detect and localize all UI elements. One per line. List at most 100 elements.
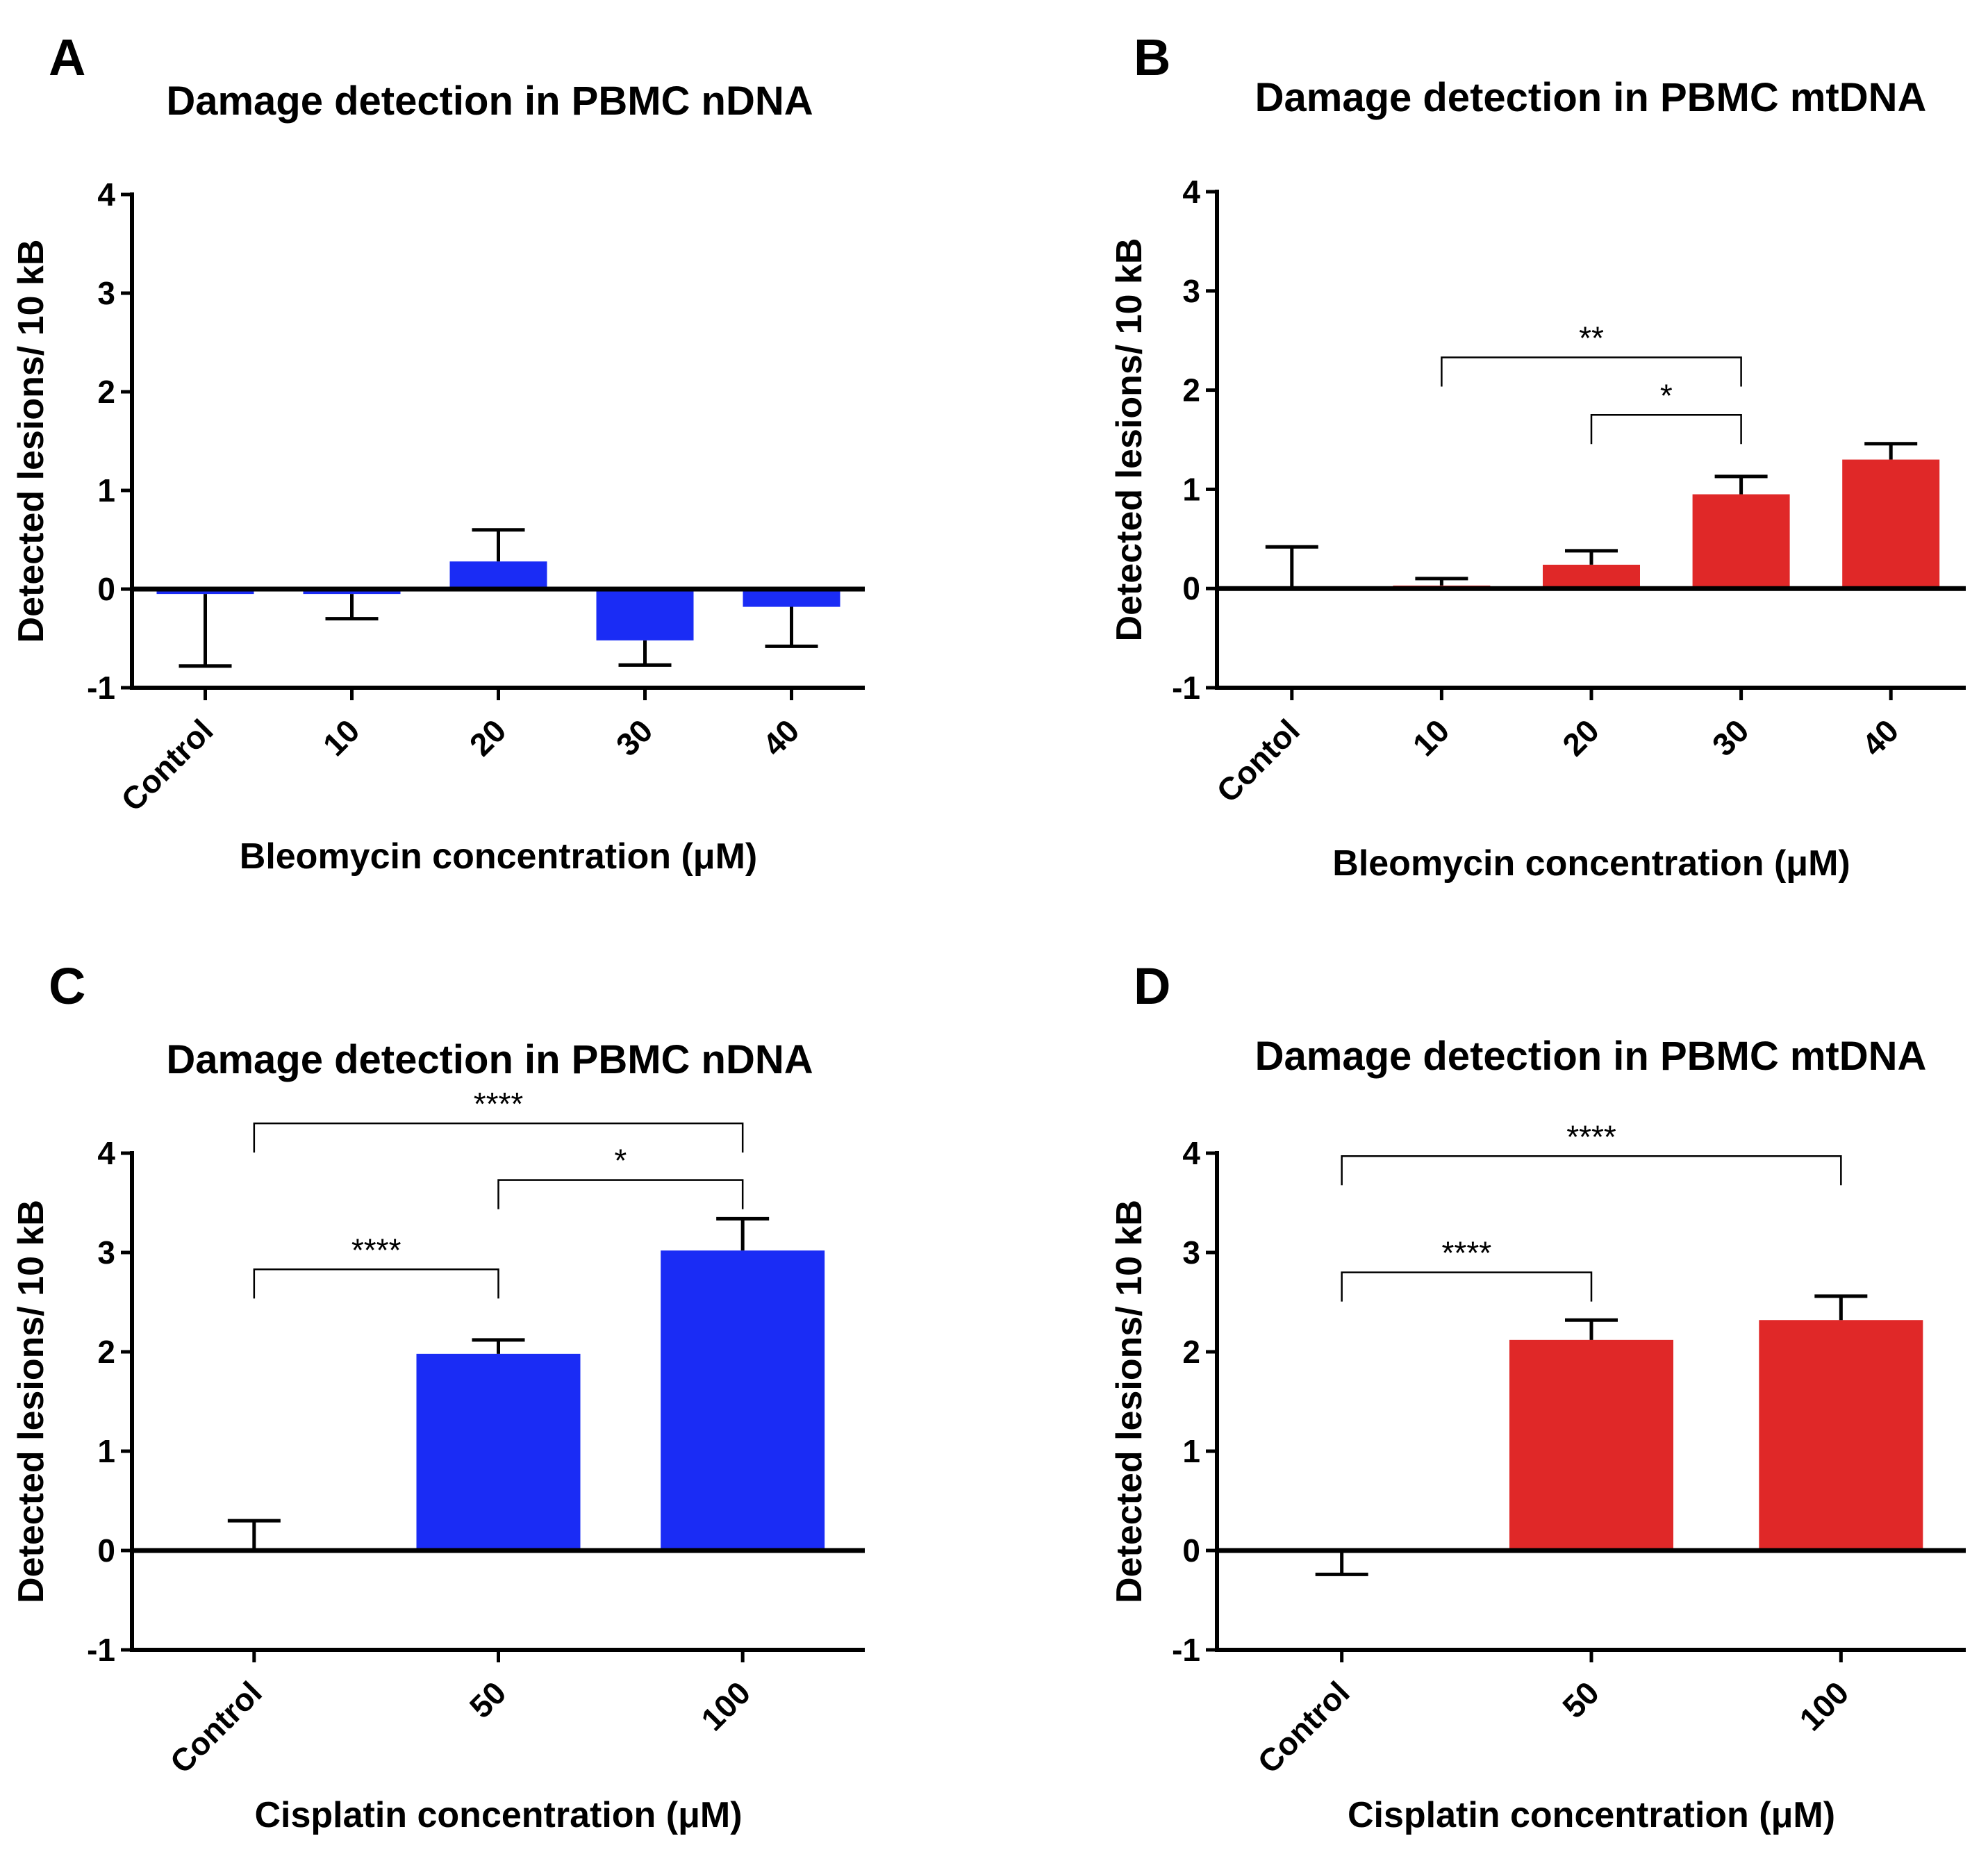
y-tick-label: 1	[97, 1433, 115, 1469]
category-label: 30	[1705, 712, 1756, 763]
y-tick-label: 1	[97, 472, 115, 509]
significance-label: ****	[474, 1086, 524, 1122]
y-tick-label: 2	[97, 1334, 115, 1370]
x-axis-label: Bleomycin concentration (μM)	[240, 836, 757, 877]
bar-100	[1759, 1320, 1923, 1551]
panel-letter: B	[1134, 28, 1170, 86]
category-label: 10	[1406, 712, 1457, 763]
significance-label: ****	[351, 1232, 401, 1268]
category-label: Control	[1250, 1674, 1356, 1780]
bar-50	[1509, 1339, 1673, 1551]
category-label: 40	[756, 712, 806, 763]
chart-title: Damage detection in PBMC mtDNA	[1255, 1034, 1927, 1079]
bar-30	[1692, 494, 1790, 589]
panel-d: D Damage detection in PBMC mtDNA Detected …	[1109, 957, 1966, 1835]
y-tick-label: 2	[1182, 1334, 1200, 1370]
error-bar	[1265, 545, 1318, 589]
panel-c: C Damage detection in PBMC nDNA Detected l…	[11, 957, 865, 1835]
error-bar	[1814, 1294, 1868, 1321]
y-tick-label: 0	[1182, 1532, 1200, 1569]
y-axis-label: Detected lesions/ 10 kB	[11, 240, 51, 643]
y-tick-label: -1	[1172, 670, 1200, 706]
y-axis-label: Detected lesions/ 10 kB	[1109, 238, 1150, 642]
significance-label: ****	[1442, 1235, 1492, 1271]
y-axis-label: Detected lesions/ 10 kB	[1109, 1200, 1150, 1603]
error-bar	[618, 640, 672, 667]
y-tick-label: 2	[97, 374, 115, 410]
error-bar	[1565, 1318, 1618, 1340]
category-label: 100	[694, 1674, 757, 1737]
bar-100	[661, 1250, 825, 1551]
error-bar	[472, 528, 525, 562]
error-bar	[716, 1216, 770, 1251]
panel-b: B Damage detection in PBMC mtDNA Detected …	[1109, 28, 1966, 884]
y-tick-label: -1	[87, 670, 115, 706]
bar-control	[156, 589, 254, 595]
category-label: 50	[463, 1674, 513, 1725]
significance-bracket	[1341, 1155, 1842, 1186]
error-bar	[227, 1519, 281, 1551]
category-label: 50	[1555, 1674, 1606, 1725]
bar-40	[743, 589, 840, 607]
y-tick-label: 1	[1182, 1433, 1200, 1469]
significance-bracket	[253, 1268, 499, 1299]
y-tick-label: 3	[1182, 1234, 1200, 1271]
x-axis-label: Cisplatin concentration (μM)	[254, 1795, 742, 1835]
y-tick-label: 1	[1182, 471, 1200, 507]
y-tick-label: 0	[97, 1532, 115, 1569]
panel-letter: A	[49, 28, 85, 86]
y-tick-label: 0	[1182, 570, 1200, 606]
y-tick-label: 3	[97, 275, 115, 311]
error-bar	[325, 594, 379, 621]
error-bar	[1714, 474, 1768, 495]
significance-label: *	[614, 1143, 627, 1179]
x-axis-label: Bleomycin concentration (μM)	[1332, 843, 1850, 884]
chart-title: Damage detection in PBMC nDNA	[166, 1037, 813, 1082]
y-tick-label: 0	[97, 571, 115, 607]
bar-30	[596, 589, 694, 640]
significance-label: ****	[1566, 1118, 1616, 1155]
significance-label: *	[1660, 377, 1673, 413]
significance-bracket	[1590, 414, 1742, 445]
bar-10	[303, 589, 401, 595]
y-tick-label: -1	[87, 1632, 115, 1668]
panel-letter: D	[1134, 957, 1170, 1015]
bar-40	[1842, 459, 1940, 589]
error-bar	[1864, 442, 1918, 460]
chart-title: Damage detection in PBMC nDNA	[166, 78, 813, 124]
category-label: 40	[1855, 712, 1905, 763]
category-label: 20	[1555, 712, 1606, 763]
error-bar	[1415, 577, 1468, 586]
bar-20	[1543, 564, 1640, 589]
category-label: 100	[1792, 1674, 1855, 1737]
y-tick-label: 3	[1182, 273, 1200, 309]
significance-bracket	[1341, 1271, 1593, 1302]
category-label: Control	[163, 1674, 269, 1780]
category-label: Contol	[1209, 712, 1307, 809]
significance-label: **	[1579, 320, 1604, 356]
chart-title: Damage detection in PBMC mtDNA	[1255, 75, 1927, 120]
y-tick-label: 4	[97, 1135, 115, 1171]
significance-bracket	[497, 1179, 744, 1209]
y-tick-label: 4	[1182, 174, 1200, 210]
category-label: 20	[463, 712, 513, 763]
y-tick-label: -1	[1172, 1632, 1200, 1668]
y-tick-label: 4	[1182, 1135, 1200, 1171]
significance-bracket	[1441, 356, 1742, 387]
panel-letter: C	[49, 957, 85, 1015]
significance-bracket	[253, 1122, 744, 1153]
category-label: 10	[316, 712, 367, 763]
error-bar	[1315, 1551, 1368, 1576]
category-label: Control	[114, 712, 219, 818]
y-tick-label: 3	[97, 1234, 115, 1271]
panel-a: A Damage detection in PBMC nDNA Detected l…	[11, 28, 865, 877]
y-axis-label: Detected lesions/ 10 kB	[11, 1200, 51, 1603]
error-bar	[765, 606, 818, 648]
error-bar	[1565, 549, 1618, 565]
category-label: 30	[609, 712, 660, 763]
bar-50	[416, 1353, 581, 1551]
bar-20	[449, 561, 547, 589]
y-tick-label: 4	[97, 176, 115, 213]
error-bar	[179, 594, 232, 668]
